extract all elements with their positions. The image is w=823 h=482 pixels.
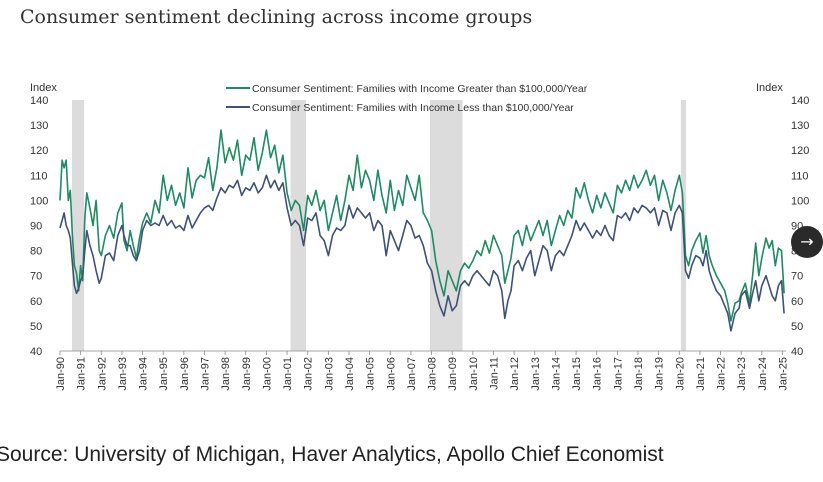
y-tick-right-100: 100 [791,195,809,207]
x-tick-Jan-19: Jan-19 [654,357,666,391]
y-tick-right-70: 70 [791,271,803,283]
x-tick-Jan-00: Jan-00 [261,357,273,391]
x-tick-Jan-16: Jan-16 [592,357,604,391]
y-tick-left-140: 140 [30,95,48,107]
x-tick-Jan-05: Jan-05 [365,357,377,391]
y-tick-right-50: 50 [791,321,803,333]
x-tick-Jan-99: Jan-99 [241,357,253,391]
legend-label-high: Consumer Sentiment: Families with Income… [252,83,588,95]
x-tick-Jan-06: Jan-06 [385,357,397,391]
x-tick-Jan-14: Jan-14 [550,357,562,391]
recession-band-2 [429,100,463,351]
recession-band-0 [71,100,85,351]
x-tick-Jan-95: Jan-95 [158,357,170,391]
x-tick-Jan-11: Jan-11 [488,357,500,390]
x-tick-Jan-20: Jan-20 [674,357,686,391]
x-tick-Jan-13: Jan-13 [530,357,542,391]
y-tick-left-40: 40 [30,346,42,358]
series-line-low [59,174,785,332]
x-tick-Jan-21: Jan-21 [695,357,707,391]
x-tick-Jan-12: Jan-12 [509,357,521,391]
x-tick-Jan-07: Jan-07 [406,357,418,391]
y-tick-left-110: 110 [30,170,48,182]
x-tick-Jan-93: Jan-93 [117,357,129,391]
y-axis-label-left: Index [30,82,57,94]
recession-band-1 [290,100,307,351]
y-tick-right-120: 120 [791,145,809,157]
y-tick-right-130: 130 [791,120,809,132]
next-slide-button[interactable]: → [791,226,823,258]
x-tick-Jan-08: Jan-08 [427,357,439,391]
sentiment-line-chart: 4040505060607070808090901001001101101201… [30,82,809,391]
x-tick-Jan-18: Jan-18 [633,357,645,391]
y-tick-left-120: 120 [30,145,48,157]
x-tick-Jan-02: Jan-02 [303,357,315,391]
y-tick-left-70: 70 [30,271,42,283]
x-tick-Jan-23: Jan-23 [736,357,748,391]
x-tick-Jan-03: Jan-03 [323,357,335,391]
x-tick-Jan-17: Jan-17 [612,357,624,391]
x-tick-Jan-22: Jan-22 [716,357,728,391]
x-tick-Jan-94: Jan-94 [138,357,150,391]
x-tick-Jan-90: Jan-90 [55,357,67,391]
y-tick-left-130: 130 [30,120,48,132]
y-tick-left-100: 100 [30,195,48,207]
source-caption: Source: University of Michigan, Haver An… [0,443,664,466]
page-title: Consumer sentiment declining across inco… [20,6,533,28]
x-tick-Jan-04: Jan-04 [344,357,356,391]
x-tick-Jan-09: Jan-09 [447,357,459,391]
x-tick-Jan-96: Jan-96 [179,357,191,391]
x-tick-Jan-24: Jan-24 [757,357,769,391]
y-tick-right-140: 140 [791,95,809,107]
legend-label-low: Consumer Sentiment: Families with Income… [252,102,574,114]
x-tick-Jan-25: Jan-25 [777,357,789,391]
series-line-high [59,129,785,322]
x-tick-Jan-91: Jan-91 [76,357,88,391]
y-tick-right-40: 40 [791,346,803,358]
y-tick-right-60: 60 [791,296,803,308]
x-tick-Jan-15: Jan-15 [571,357,583,391]
y-tick-left-80: 80 [30,246,42,258]
y-tick-right-110: 110 [791,170,809,182]
y-axis-label-right: Index [756,82,783,94]
x-tick-Jan-98: Jan-98 [220,357,232,391]
x-tick-Jan-97: Jan-97 [199,357,211,391]
x-tick-Jan-92: Jan-92 [96,357,108,391]
y-tick-left-60: 60 [30,296,42,308]
x-tick-Jan-10: Jan-10 [468,357,480,391]
arrow-right-icon: → [800,232,814,251]
x-tick-Jan-01: Jan-01 [282,357,294,391]
y-tick-left-50: 50 [30,321,42,333]
y-tick-left-90: 90 [30,221,42,233]
